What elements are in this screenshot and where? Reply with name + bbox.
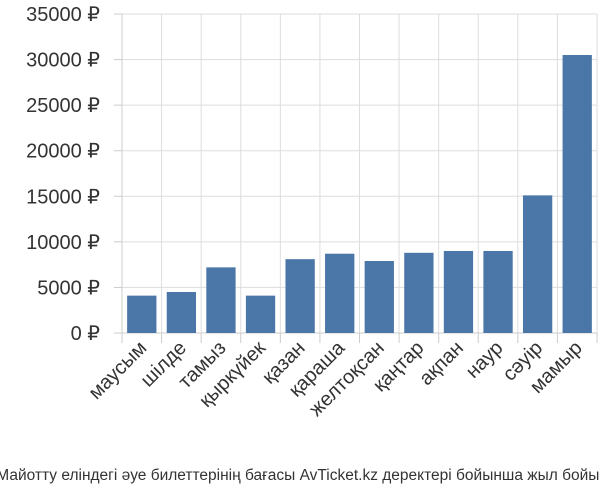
y-tick-label: 10000 ₽ xyxy=(26,232,100,254)
bar xyxy=(364,260,394,333)
bar xyxy=(206,267,236,333)
x-tick-labels: маусымшілдетамызқыркүйекқазанқарашажелто… xyxy=(84,336,586,420)
bar xyxy=(285,259,315,333)
bar xyxy=(562,55,592,334)
bar xyxy=(325,253,355,333)
x-tick-label: ақпан xyxy=(415,337,468,390)
grid-lines xyxy=(121,13,598,334)
y-tick-label: 25000 ₽ xyxy=(26,95,100,117)
bar xyxy=(522,195,553,333)
y-tick-labels: 0 ₽ 5000 ₽ 10000 ₽ 15000 ₽ 20000 ₽ 25000 ₽ 300… xyxy=(26,4,100,345)
y-tick-label: 35000 ₽ xyxy=(26,4,100,26)
y-tick-label: 15000 ₽ xyxy=(26,186,100,208)
bar xyxy=(443,250,474,333)
y-tick-label: 20000 ₽ xyxy=(26,141,100,163)
bar xyxy=(245,295,276,333)
y-tick-label: 30000 ₽ xyxy=(26,50,100,72)
y-tick-label: 0 ₽ xyxy=(71,323,101,345)
bars xyxy=(127,55,592,334)
y-tick-label: 5000 ₽ xyxy=(37,277,100,299)
bar xyxy=(404,252,434,333)
x-tick-label: наур xyxy=(462,337,508,383)
axes xyxy=(114,13,598,343)
bar xyxy=(483,250,513,333)
bar xyxy=(127,295,157,333)
bar xyxy=(166,291,197,333)
chart-caption: Майотту еліндегі әуе билеттерінің бағасы… xyxy=(0,467,600,484)
